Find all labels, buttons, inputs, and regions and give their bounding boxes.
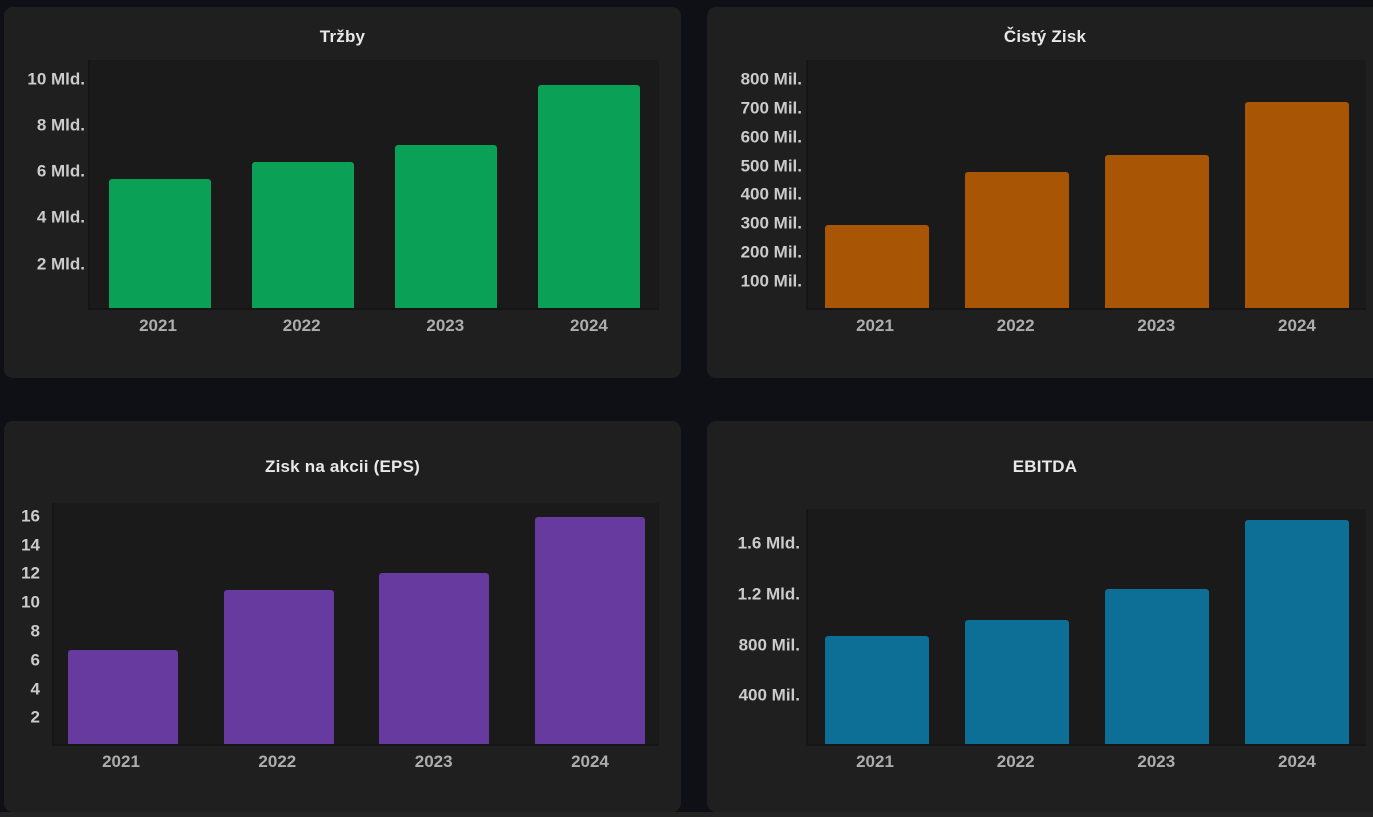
bar-2023[interactable]	[1105, 589, 1209, 744]
y-axis-tick-label: 700 Mil.	[740, 98, 802, 118]
bar-2024[interactable]	[534, 517, 645, 744]
bar-2022[interactable]	[965, 171, 1069, 308]
y-axis-tick-label: 6 Mld.	[36, 161, 85, 181]
chart-title-trzby: Tržby	[319, 27, 366, 46]
plot-area-eps	[52, 503, 659, 746]
x-axis-category-label: 2024	[570, 316, 608, 335]
plot-area-ebitda	[806, 509, 1366, 746]
x-axis-category-label: 2022	[996, 752, 1035, 771]
bar-2021[interactable]	[68, 649, 178, 744]
x-axis-ebitda: 2021 2022 2023 2024	[806, 752, 1366, 772]
bottom-edge-strip	[0, 812, 1373, 817]
y-axis-tick-label: 300 Mil.	[740, 213, 802, 233]
y-axis-tick-label: 200 Mil.	[740, 242, 802, 262]
x-axis-category-label: 2023	[1137, 752, 1176, 771]
y-axis-tick-label: 10	[21, 592, 40, 612]
x-axis-category-label: 2023	[426, 316, 465, 335]
x-axis-category-label: 2021	[102, 752, 140, 771]
chart-title-ebitda: EBITDA	[1012, 457, 1078, 476]
y-axis-tick-label: 10 Mld.	[27, 69, 85, 89]
y-axis-tick-label: 16	[21, 506, 40, 526]
bar-2022[interactable]	[223, 590, 334, 744]
y-axis-tick-label: 100 Mil.	[740, 271, 802, 291]
y-axis-tick-label: 14	[21, 535, 40, 555]
bar-2022[interactable]	[252, 162, 354, 308]
x-axis-category-label: 2021	[856, 316, 894, 335]
x-axis-trzby: 2021 2022 2023 2024	[88, 316, 659, 336]
y-axis-tick-label: 2	[30, 707, 40, 727]
y-axis-tick-label: 8	[30, 621, 40, 641]
bar-2022[interactable]	[965, 619, 1069, 744]
bar-2021[interactable]	[109, 179, 211, 308]
y-axis-tick-label: 800 Mil.	[740, 69, 802, 89]
x-axis-category-label: 2023	[1137, 316, 1176, 335]
y-axis-tick-label: 1.6 Mld.	[737, 533, 800, 553]
y-axis-tick-label: 8 Mld.	[36, 115, 85, 135]
plot-area-trzby	[88, 60, 659, 310]
x-axis-category-label: 2022	[258, 752, 297, 771]
y-axis-ebitda: 400 Mil. 800 Mil. 1.2 Mld. 1.6 Mld.	[707, 509, 800, 746]
y-axis-tick-label: 2 Mld.	[36, 254, 85, 274]
y-axis-cisty-zisk: 100 Mil. 200 Mil. 300 Mil. 400 Mil. 500 Mil.…	[707, 60, 802, 310]
bar-2024[interactable]	[1245, 101, 1349, 308]
chart-title-eps: Zisk na akcii (EPS)	[265, 457, 420, 476]
x-axis-category-label: 2024	[571, 752, 609, 771]
x-axis-category-label: 2021	[856, 752, 894, 771]
chart-title-cisty-zisk: Čistý Zisk	[1003, 27, 1087, 46]
y-axis-tick-label: 400 Mil.	[740, 184, 802, 204]
y-axis-trzby: 2 Mld. 4 Mld. 6 Mld. 8 Mld. 10 Mld.	[4, 60, 85, 310]
y-axis-tick-label: 400 Mil.	[738, 685, 800, 705]
y-axis-tick-label: 4 Mld.	[36, 207, 85, 227]
y-axis-tick-label: 6	[30, 650, 40, 670]
x-axis-eps: 2021 2022 2023 2024	[52, 752, 659, 772]
y-axis-tick-label: 800 Mil.	[738, 635, 800, 655]
y-axis-tick-label: 500 Mil.	[740, 156, 802, 175]
bar-2021[interactable]	[825, 224, 929, 308]
bar-2023[interactable]	[1105, 154, 1209, 308]
panel-ebitda: EBITDA 400 Mil. 800 Mil. 1.2 Mld. 1.6 Mld. …	[707, 421, 1373, 812]
x-axis-category-label: 2024	[1278, 316, 1316, 335]
bar-2023[interactable]	[395, 144, 497, 308]
y-axis-tick-label: 12	[21, 563, 40, 583]
bar-2021[interactable]	[825, 635, 929, 744]
bar-2023[interactable]	[379, 572, 490, 744]
x-axis-category-label: 2023	[414, 752, 453, 771]
y-axis-eps: 2 4 6 8 10 12 14 16	[4, 503, 40, 746]
panel-eps: Zisk na akcii (EPS) 2 4 6 8 10 12 14 16 2021 202…	[4, 421, 681, 812]
x-axis-category-label: 2022	[996, 316, 1035, 335]
bar-2024[interactable]	[538, 85, 640, 308]
y-axis-tick-label: 4	[30, 679, 40, 698]
y-axis-tick-label: 1.2 Mld.	[737, 584, 800, 604]
x-axis-category-label: 2021	[139, 316, 177, 335]
y-axis-tick-label: 600 Mil.	[740, 127, 802, 147]
panel-trzby: Tržby 2 Mld. 4 Mld. 6 Mld. 8 Mld. 10 Mld. 20…	[4, 7, 681, 378]
x-axis-cisty-zisk: 2021 2022 2023 2024	[806, 316, 1366, 336]
panel-cisty-zisk: Čistý Zisk 100 Mil. 200 Mil. 300 Mil. 400 M…	[707, 7, 1373, 378]
plot-area-cisty-zisk	[806, 60, 1366, 310]
x-axis-category-label: 2024	[1278, 752, 1316, 771]
bar-2024[interactable]	[1245, 520, 1349, 744]
x-axis-category-label: 2022	[282, 316, 321, 335]
